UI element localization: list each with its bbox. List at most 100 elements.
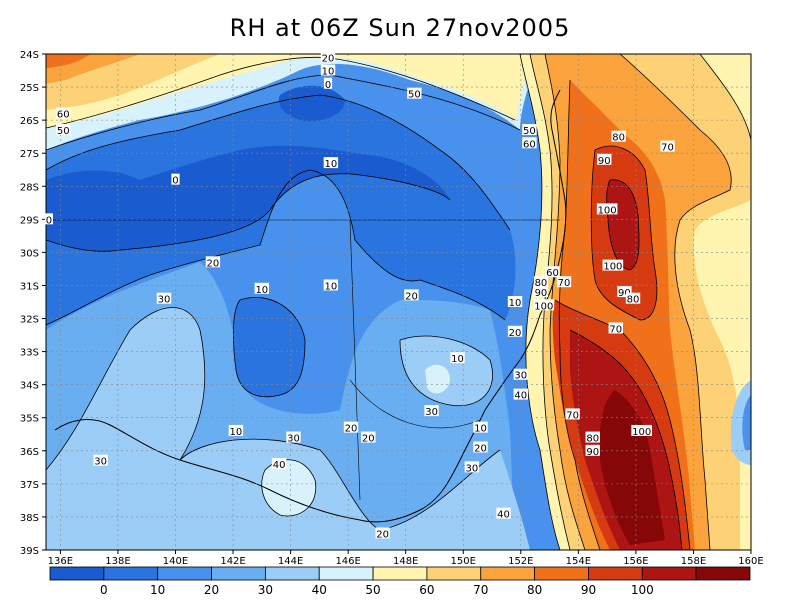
lon-tick-label: 138E [105,556,130,567]
contour-label-bg [545,266,560,278]
contour-label: 30 [466,463,479,474]
colorbar-swatch [534,566,589,581]
colorbar-label: 80 [527,583,542,597]
contour-label: 30 [287,434,300,445]
contour-label: 10 [451,354,464,365]
colorbar-swatch [641,566,697,581]
contour-label-bg [617,286,632,298]
contour-label-bg [556,276,572,288]
contour-label: 10 [230,427,243,438]
lon-tick-label: 146E [335,556,360,567]
contour-label: 40 [273,460,286,471]
colorbar-swatch [157,566,212,581]
colorbar-label: 90 [581,583,596,597]
contour-label: 60 [546,268,559,279]
contour-label-bg [507,325,523,337]
contour-label-bg [271,458,287,470]
lon-tick-label: 160E [738,556,763,567]
colorbar-label: 60 [419,583,434,597]
contour-label-bg [533,299,555,311]
contour-label-bg [596,203,618,215]
rh-band-40-50 [425,364,450,394]
colorbar-label: 20 [204,583,219,597]
lat-tick-label: 36S [20,447,39,458]
colorbar-label: 10 [150,583,165,597]
contour-label: 20 [345,424,358,435]
contour-label-bg [565,408,580,420]
contour-label: 10 [325,281,338,292]
contour-label-bg [522,137,537,149]
lon-tick-label: 158E [681,556,706,567]
contour-label: 100 [598,205,617,216]
contour-label: 70 [558,278,571,289]
colorbar-label: 70 [473,583,488,597]
contour-label: 60 [523,139,536,150]
contour-label: 100 [603,262,622,273]
contour-label-bg [375,527,390,539]
colorbar-swatch [49,566,105,581]
contour-label-bg [496,507,511,519]
coastline [54,89,567,523]
contour-label: 100 [632,427,651,438]
rh-band-100-plus [606,179,640,270]
contour-label: 0 [46,215,52,226]
rh-band-below-0 [278,85,345,122]
lat-tick-label: 25S [20,83,39,94]
lon-tick-label: 140E [163,556,188,567]
plot-frame [45,53,752,551]
contour-label-bg [44,213,53,225]
contour-label: 20 [322,53,335,64]
contour-label: 50 [408,90,421,101]
contour-label: 70 [566,410,579,421]
rh-band-30-40 [46,307,530,550]
contour-label-bg [323,77,333,89]
contour-label: 100 [534,301,553,312]
contour-label-bg [93,454,108,466]
contour-label-bg [585,431,600,443]
contour-label-bg [343,421,359,433]
lat-tick-label: 30S [20,248,39,259]
lat-tick-label: 38S [20,513,39,524]
contour-label: 10 [325,159,338,170]
contour-label-bg [156,292,172,304]
contour-label-bg [522,124,537,136]
colorbar-swatch [426,566,482,581]
contour-lines [46,54,751,550]
contour-label: 50 [57,126,70,137]
lon-tick-label: 136E [48,556,73,567]
contour-label: 10 [474,424,487,435]
contour-label-bg [625,292,641,304]
contour-label-bg [513,388,528,400]
contour-label-bg [450,352,465,364]
contour-label-bg [407,87,422,99]
colorbar-swatch [695,566,751,581]
contour-label: 40 [514,391,527,402]
colorbar-swatch [480,566,536,581]
rh-band-below-0 [46,145,450,252]
contour-label: 70 [661,143,674,154]
contour-label: 20 [509,328,522,339]
contour-label-bg [608,322,623,334]
contour-label-bg [205,256,221,268]
rh-band-40-50 [261,459,316,516]
contour-label-bg [597,153,612,165]
contour-label-bg [473,421,488,433]
rh-band-0-10 [233,297,305,397]
contour-label: 40 [497,510,510,521]
lat-tick-label: 37S [20,480,39,491]
contour-label-bg [171,173,180,185]
contour-label: 90 [618,288,631,299]
contour-label-bg [533,276,549,288]
map-title: RH at 06Z Sun 27nov2005 [229,14,571,42]
contour-label-bg [56,124,71,136]
contour-label: 0 [172,176,178,187]
lon-tick-label: 152E [508,556,533,567]
colorbar-label: 30 [258,583,273,597]
contour-label: 80 [612,133,625,144]
contour-label-bg [631,424,652,436]
lat-tick-label: 27S [20,149,39,160]
contour-label: 20 [405,291,418,302]
lat-tick-label: 33S [20,348,39,359]
contour-label-bg [254,282,270,294]
